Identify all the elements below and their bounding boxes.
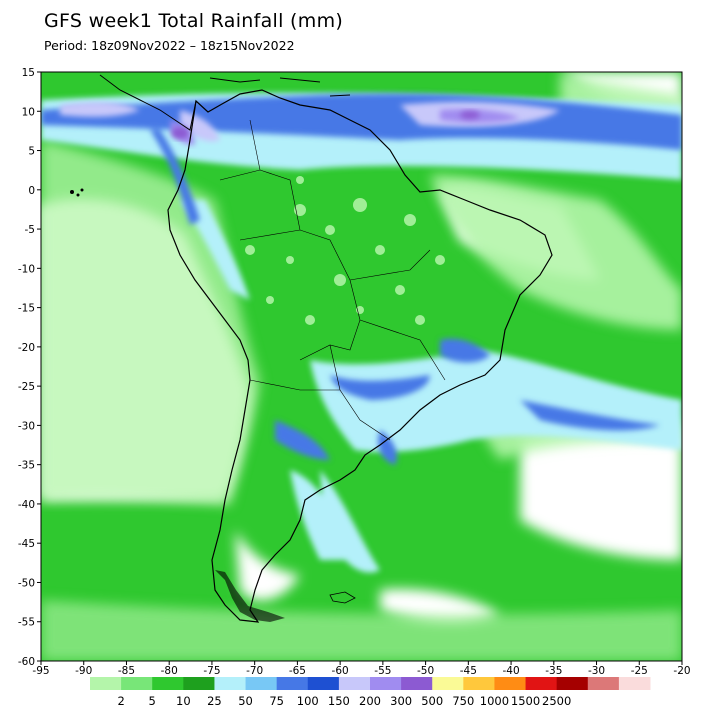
lon-tick-label: -85	[118, 665, 135, 677]
period-label: Period: 18z09Nov2022 – 18z15Nov2022	[44, 38, 295, 53]
lon-tick-label: -60	[332, 665, 349, 677]
colorbar-swatch	[432, 677, 464, 690]
colorbar-swatch	[525, 677, 558, 690]
colorbar-swatch	[494, 677, 527, 690]
colorbar-swatch	[245, 677, 278, 690]
lat-tick-label: -60	[18, 656, 35, 668]
colorbar-swatch	[556, 677, 589, 690]
lat-tick-label: -20	[18, 342, 35, 354]
lon-tick-label: -80	[161, 665, 178, 677]
colorbar-swatch	[90, 677, 122, 690]
lon-tick-label: -50	[417, 665, 434, 677]
colorbar-label: 300	[390, 694, 412, 708]
colorbar-swatch	[307, 677, 340, 690]
lat-tick-label: 0	[28, 185, 35, 197]
colorbar-label: 1500	[511, 694, 540, 708]
lat-tick-label: -5	[25, 224, 35, 236]
lat-tick-label: -30	[18, 420, 35, 432]
lat-tick-label: 5	[28, 146, 35, 158]
lat-tick-label: -35	[18, 460, 35, 472]
lon-tick-label: -95	[32, 665, 49, 677]
plot-frame	[40, 71, 683, 662]
lon-tick-label: -35	[545, 665, 562, 677]
colorbar: 2 5 10 25 50 75 100 150 200 300 500 750 1000 1500 2500	[90, 677, 651, 708]
colorbar-swatch	[338, 677, 371, 690]
colorbar-label: 50	[238, 694, 253, 708]
colorbar-swatch	[121, 677, 153, 690]
lon-tick-label: -20	[673, 665, 690, 677]
colorbar-swatch	[401, 677, 433, 690]
colorbar-label: 150	[328, 694, 350, 708]
colorbar-swatch	[183, 677, 215, 690]
colorbar-swatch	[214, 677, 247, 690]
lon-tick-label: -70	[246, 665, 263, 677]
lat-tick-label: -10	[18, 263, 35, 275]
lat-tick-label: -15	[18, 303, 35, 315]
colorbar-label: 100	[297, 694, 319, 708]
continent-outline	[167, 89, 553, 623]
colorbar-swatch	[276, 677, 309, 690]
colorbar-swatch	[370, 677, 402, 690]
colorbar-swatch	[618, 677, 651, 690]
colorbar-label: 10	[176, 694, 191, 708]
lon-tick-label: -75	[203, 665, 220, 677]
lat-tick-label: -40	[18, 499, 35, 511]
colorbar-label: 500	[421, 694, 443, 708]
rainfall-field	[41, 72, 682, 661]
lon-tick-label: -25	[631, 665, 648, 677]
lon-tick-label: -45	[460, 665, 477, 677]
lon-tick-label: -40	[502, 665, 519, 677]
axis-ticks: -95 -90 -85 -80 -75 -70 -65 -60 -55 -50 -45 -40 -35-…	[18, 67, 691, 677]
lat-tick-label: -25	[18, 381, 35, 393]
lat-tick-label: 10	[22, 106, 35, 118]
lat-tick-label: 15	[22, 67, 35, 79]
colorbar-label: 25	[207, 694, 222, 708]
colorbar-label: 1000	[480, 694, 509, 708]
colorbar-swatch	[463, 677, 495, 690]
lon-tick-label: -90	[75, 665, 92, 677]
colorbar-label: 2	[117, 694, 124, 708]
lon-tick-label: -65	[289, 665, 306, 677]
colorbar-label: 200	[359, 694, 381, 708]
lon-tick-label: -30	[588, 665, 605, 677]
colorbar-label: 2500	[542, 694, 571, 708]
colorbar-swatch	[152, 677, 184, 690]
lon-tick-label: -55	[374, 665, 391, 677]
lat-tick-label: -45	[18, 538, 35, 550]
lat-tick-label: -55	[18, 617, 35, 629]
colorbar-label: 75	[269, 694, 284, 708]
colorbar-swatch	[587, 677, 620, 690]
lat-tick-label: -50	[18, 577, 35, 589]
colorbar-label: 750	[452, 694, 474, 708]
colorbar-label: 5	[149, 694, 156, 708]
map-title: GFS week1 Total Rainfall (mm)	[44, 10, 344, 32]
